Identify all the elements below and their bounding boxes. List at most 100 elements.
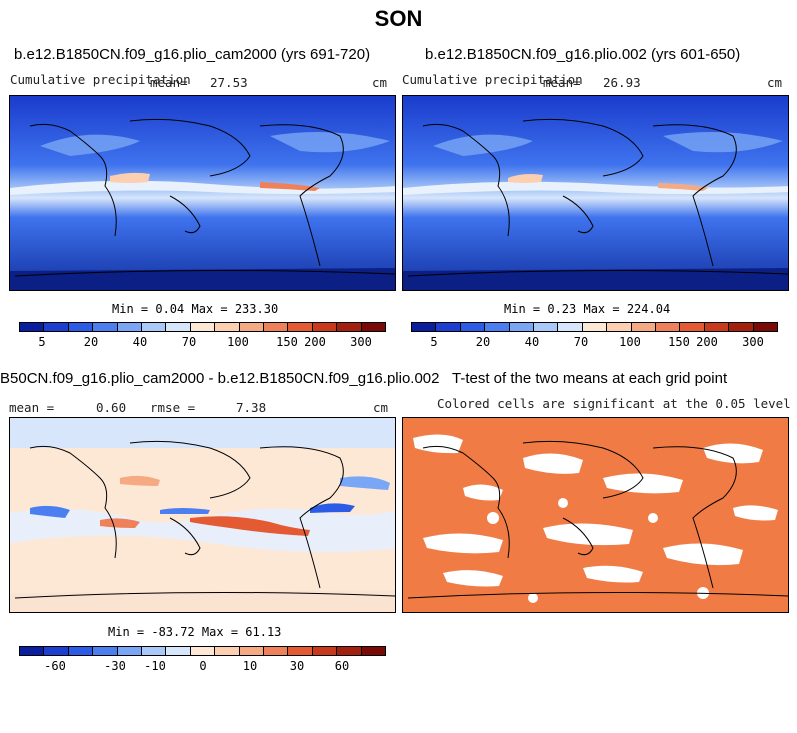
colorbar-box [142, 323, 167, 331]
panel4-ttest-map [402, 417, 789, 613]
colorbar-tick: 30 [289, 659, 305, 673]
panel3-minmax: Min = -83.72 Max = 61.13 [108, 625, 282, 639]
colorbar-box [20, 647, 45, 655]
colorbar-tick: 0 [199, 659, 207, 673]
colorbar-tick: 5 [430, 335, 438, 349]
colorbar-tick: 60 [334, 659, 350, 673]
panel4-subtitle: Colored cells are significant at the 0.0… [437, 396, 791, 411]
colorbar-tick: 40 [524, 335, 540, 349]
colorbar-box [753, 323, 778, 331]
colorbar-box [312, 647, 338, 655]
colorbar-tick: 70 [573, 335, 589, 349]
panel3-mean-value: 0.60 [96, 400, 127, 415]
colorbar-tick: -10 [144, 659, 166, 673]
colorbar-box [412, 323, 437, 331]
panel3-mean-label: mean = [9, 400, 55, 415]
colorbar-box [239, 323, 265, 331]
colorbar-box [215, 647, 240, 655]
panel1-precip-map [9, 95, 396, 291]
colorbar-box [485, 323, 510, 331]
colorbar-box [166, 647, 191, 655]
colorbar-box [361, 323, 386, 331]
colorbar-box [631, 323, 657, 331]
colorbar-tick: 10 [242, 659, 258, 673]
colorbar-tick: 20 [475, 335, 491, 349]
panel3-rmse-label: rmse = [150, 400, 196, 415]
colorbar-box [704, 323, 730, 331]
colorbar-box [337, 323, 362, 331]
colorbar-tick: -30 [104, 659, 126, 673]
panel3-difference-map [9, 417, 396, 613]
colorbar-box [288, 323, 313, 331]
panel3-title-text: B50CN.f09_g16.plio_cam2000 - b.e12.B1850… [0, 370, 440, 387]
colorbar-box [264, 323, 289, 331]
colorbar-box [264, 647, 289, 655]
colorbar-tick: 40 [132, 335, 148, 349]
colorbar-box [117, 647, 143, 655]
panel2-mean-value: 26.93 [603, 75, 641, 90]
colorbar-tick: -60 [44, 659, 66, 673]
colorbar-box [68, 647, 94, 655]
colorbar-tick: 150 [276, 335, 298, 349]
panel2-units: cm [767, 75, 783, 90]
colorbar-box [312, 323, 338, 331]
colorbar-box [509, 323, 535, 331]
panel2-mean-label: mean= [543, 75, 581, 90]
colorbar-tick: 5 [38, 335, 46, 349]
panel4-title: T-test of the two means at each grid poi… [452, 370, 728, 387]
colorbar-tick: 300 [742, 335, 764, 349]
colorbar-tick: 20 [83, 335, 99, 349]
colorbar-box [190, 647, 216, 655]
colorbar-box [436, 323, 461, 331]
panel3-title: B50CN.f09_g16.plio_cam2000 - b.e12.B1850… [0, 370, 453, 387]
colorbar-box [190, 323, 216, 331]
panel1-colorbar-ticks: 5 20 40 70 100 150 200 300 [19, 335, 386, 351]
colorbar-box [337, 647, 362, 655]
colorbar-box [582, 323, 608, 331]
colorbar-tick: 150 [668, 335, 690, 349]
colorbar-box [20, 323, 45, 331]
panel1-minmax: Min = 0.04 Max = 233.30 [112, 302, 279, 316]
colorbar-box [558, 323, 583, 331]
panel3-rmse-value: 7.38 [236, 400, 267, 415]
panel2-precip-map [402, 95, 789, 291]
panel2-colorbar [411, 322, 778, 332]
panel1-mean-value: 27.53 [210, 75, 248, 90]
panel3-colorbar [19, 646, 386, 656]
panel1-units: cm [372, 75, 388, 90]
colorbar-box [44, 647, 69, 655]
colorbar-box [166, 323, 191, 331]
colorbar-tick: 200 [304, 335, 326, 349]
colorbar-tick: 100 [227, 335, 249, 349]
colorbar-tick: 70 [181, 335, 197, 349]
colorbar-box [288, 647, 313, 655]
colorbar-box [117, 323, 143, 331]
colorbar-box [361, 647, 386, 655]
colorbar-box [93, 647, 118, 655]
colorbar-tick: 100 [619, 335, 641, 349]
colorbar-box [607, 323, 632, 331]
colorbar-box [656, 323, 681, 331]
panel2-colorbar-ticks: 5 20 40 70 100 150 200 300 [411, 335, 778, 351]
colorbar-tick: 200 [696, 335, 718, 349]
panel1-mean-label: mean= [150, 75, 188, 90]
colorbar-box [460, 323, 486, 331]
panel2-title: b.e12.B1850CN.f09_g16.plio.002 (yrs 601-… [425, 46, 741, 63]
colorbar-box [142, 647, 167, 655]
colorbar-box [44, 323, 69, 331]
panel1-colorbar [19, 322, 386, 332]
colorbar-box [93, 323, 118, 331]
colorbar-box [680, 323, 705, 331]
panel1-title: b.e12.B1850CN.f09_g16.plio_cam2000 (yrs … [14, 46, 371, 63]
panel2-minmax: Min = 0.23 Max = 224.04 [504, 302, 671, 316]
panel3-colorbar-ticks: -60 -30 -10 0 10 30 60 [19, 659, 386, 675]
colorbar-box [729, 323, 754, 331]
colorbar-box [239, 647, 265, 655]
main-title: SON [374, 6, 423, 31]
panel2-variable-label: Cumulative precipitation [402, 72, 583, 87]
colorbar-box [534, 323, 559, 331]
colorbar-box [215, 323, 240, 331]
panel3-units: cm [373, 400, 389, 415]
colorbar-tick: 300 [350, 335, 372, 349]
colorbar-box [68, 323, 94, 331]
